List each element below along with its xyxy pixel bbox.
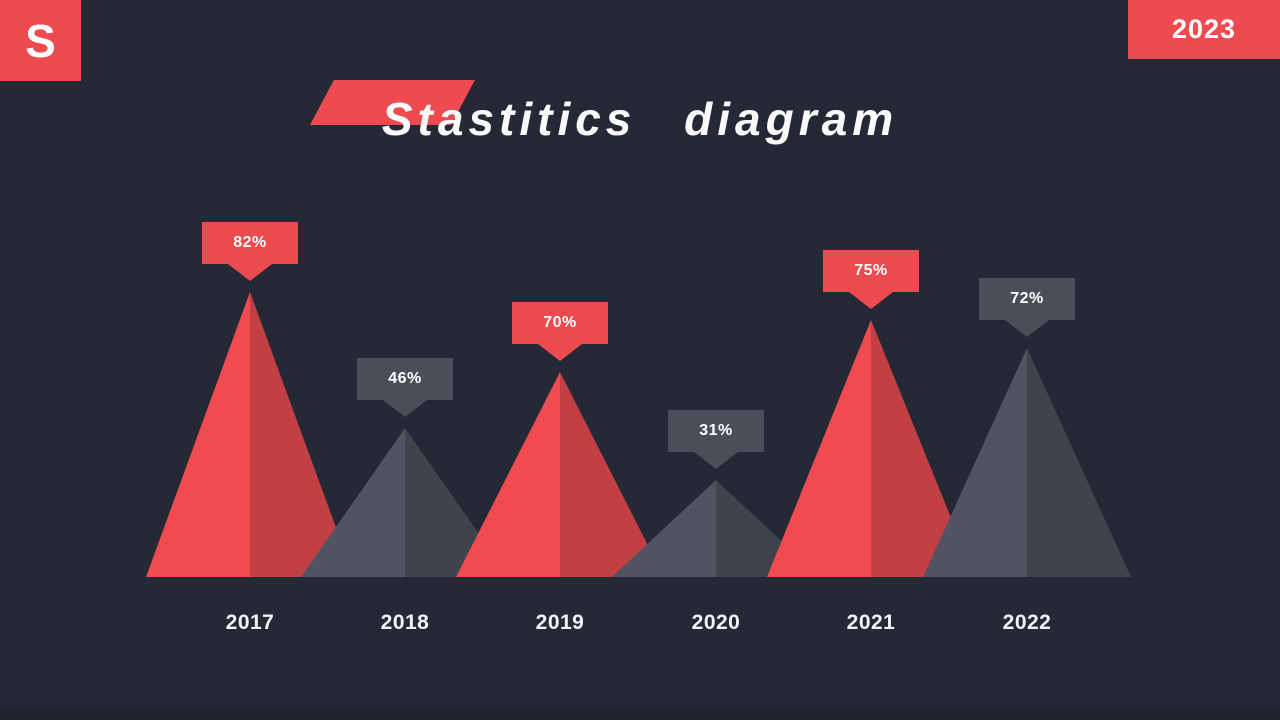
- value-badge-2021: 75%: [823, 250, 919, 309]
- year-label-2018: 2018: [380, 611, 430, 634]
- value-badge-2022: 72%: [979, 278, 1075, 337]
- triangle-2021-left: [767, 320, 871, 577]
- year-label-2020: 2020: [691, 611, 741, 634]
- value-badge-2020: 31%: [668, 410, 764, 469]
- footer-bar: [0, 708, 1280, 720]
- year-banner-label: 2023: [1171, 14, 1237, 44]
- year-banner: 2023: [1128, 0, 1280, 59]
- page-title: Stastitics diagram: [381, 93, 899, 145]
- triangle-2020-left: [612, 480, 716, 577]
- triangle-2022-left: [923, 348, 1027, 577]
- value-label-2020: 31%: [699, 422, 733, 439]
- value-badge-2017: 82%: [202, 222, 298, 281]
- triangle-2017-left: [146, 292, 250, 577]
- value-badge-2018: 46%: [357, 358, 453, 417]
- value-label-2021: 75%: [854, 262, 888, 279]
- value-label-2017: 82%: [233, 234, 267, 251]
- value-label-2019: 70%: [543, 314, 577, 331]
- logo-letter: S: [25, 14, 56, 67]
- triangle-2019-left: [456, 372, 560, 577]
- logo-badge: S: [0, 0, 81, 81]
- year-label-2017: 2017: [225, 611, 275, 634]
- triangle-2018-left: [301, 428, 405, 577]
- triangle-2021-right: [871, 320, 975, 577]
- value-badge-2019: 70%: [512, 302, 608, 361]
- value-label-2022: 72%: [1010, 290, 1044, 307]
- year-label-2019: 2019: [535, 611, 585, 634]
- year-label-2022: 2022: [1002, 611, 1052, 634]
- year-label-2021: 2021: [846, 611, 896, 634]
- triangle-2017-right: [250, 292, 354, 577]
- triangle-2022-right: [1027, 348, 1131, 577]
- triangle-2019-right: [560, 372, 664, 577]
- value-label-2018: 46%: [388, 370, 422, 387]
